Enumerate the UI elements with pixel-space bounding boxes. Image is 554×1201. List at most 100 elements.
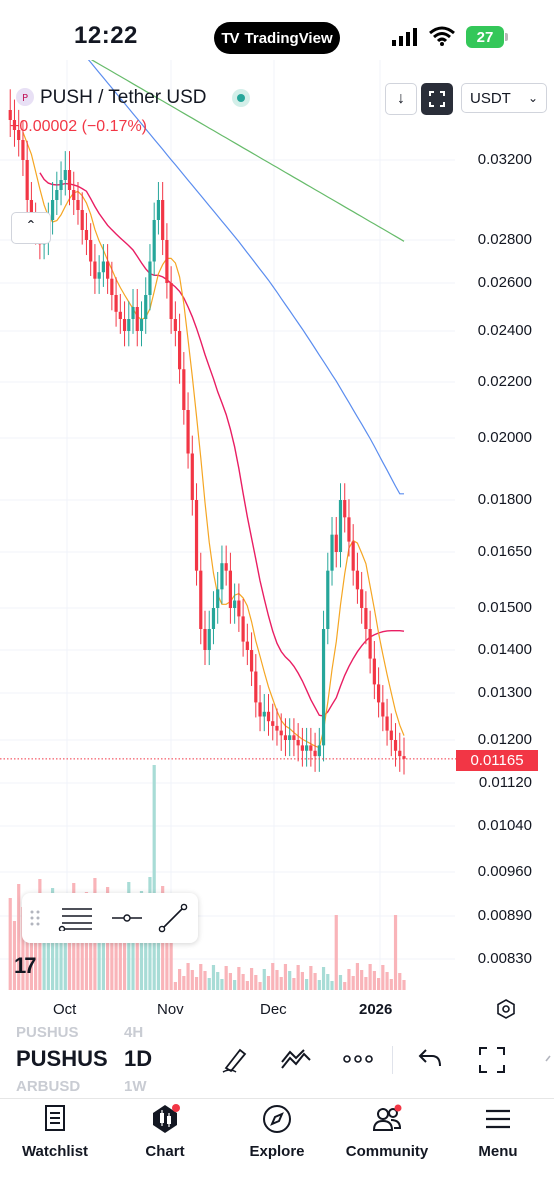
candle-body: [224, 563, 228, 571]
volume-bar: [34, 916, 38, 990]
candle-body: [59, 180, 63, 190]
volume-bar: [389, 979, 393, 990]
volume-bar: [398, 973, 402, 990]
candle-body: [55, 190, 59, 200]
candle-body: [389, 730, 393, 740]
candle-body: [385, 716, 389, 731]
y-tick-label: 0.01500: [477, 599, 532, 616]
svg-text:P: P: [22, 93, 28, 104]
volume-bar: [330, 981, 334, 990]
interval-picker[interactable]: 1D: [124, 1046, 153, 1071]
fullscreen-button[interactable]: [421, 83, 453, 115]
x-tick-dec: Dec: [260, 1001, 287, 1018]
volume-bar: [144, 914, 148, 990]
currency-value: USDT: [470, 89, 511, 107]
candle-body: [122, 319, 127, 331]
candle-body: [355, 570, 360, 590]
candle-body: [156, 200, 161, 220]
candles-icon: [153, 1104, 180, 1133]
volume-bar: [220, 979, 224, 990]
nav-community[interactable]: Community: [332, 1099, 442, 1160]
nav-explore[interactable]: Explore: [222, 1099, 332, 1160]
horizontal-lines-tool-icon[interactable]: [58, 905, 94, 931]
candle-body: [199, 570, 203, 629]
compass-icon: [263, 1105, 291, 1133]
trend-line-tool-icon[interactable]: [158, 903, 188, 933]
scroll-down-button[interactable]: ↓: [385, 83, 417, 115]
volume-bar: [296, 965, 300, 990]
candle-body: [313, 750, 317, 757]
volume-bar: [135, 928, 139, 990]
volume-bar: [63, 897, 67, 990]
candle-body: [347, 517, 351, 542]
candle-body: [207, 629, 211, 650]
candle-body: [8, 110, 12, 120]
fullscreen-toggle-icon[interactable]: [478, 1046, 506, 1074]
symbol-picker[interactable]: PUSHUS: [16, 1046, 108, 1071]
nav-chart[interactable]: Chart: [110, 1099, 220, 1160]
volume-bar: [21, 907, 25, 990]
volume-bar: [249, 968, 254, 990]
nav-label: Menu: [478, 1143, 518, 1160]
nav-watchlist[interactable]: Watchlist: [0, 1099, 110, 1160]
volume-bar: [279, 977, 283, 990]
undo-icon[interactable]: [416, 1046, 444, 1072]
candle-body: [330, 534, 334, 571]
volume-bar: [76, 906, 80, 990]
volume-bar: [55, 911, 59, 990]
app-badge-label: TradingView: [244, 29, 333, 47]
volume-bar: [258, 982, 262, 990]
candle-body: [93, 261, 97, 279]
volume-bar: [25, 930, 29, 990]
ghost-symbol-below: ARBUSD: [16, 1078, 81, 1095]
volume-bar: [97, 901, 101, 990]
volume-bar: [101, 924, 105, 990]
candle-body: [262, 711, 266, 717]
volume-bar: [211, 965, 216, 990]
candle-body: [144, 295, 148, 319]
drag-handle-icon[interactable]: [30, 910, 40, 926]
candle-body: [266, 711, 271, 722]
currency-select[interactable]: USDT ⌄: [461, 83, 547, 113]
y-tick-label: 0.02000: [477, 429, 532, 446]
price-chart[interactable]: [0, 60, 554, 1000]
candle-body: [203, 629, 207, 650]
volume-bar: [194, 977, 199, 990]
more-icon[interactable]: [343, 1052, 373, 1066]
drawing-toolbar: [22, 893, 198, 943]
y-tick-label: 0.02400: [477, 322, 532, 339]
volume-bar: [12, 921, 17, 990]
volume-bar: [186, 963, 190, 990]
tradingview-logo-icon: TV: [221, 29, 239, 47]
volume-bar: [8, 898, 12, 990]
chevron-down-icon: ⌄: [527, 91, 538, 105]
candle-body: [376, 684, 381, 703]
y-tick-label: 0.00960: [477, 863, 532, 880]
nav-menu[interactable]: Menu: [443, 1099, 553, 1160]
candle-body: [216, 589, 220, 608]
volume-bar: [207, 978, 211, 990]
nav-label: Chart: [145, 1143, 185, 1160]
candle-body: [338, 500, 343, 552]
candle-body: [139, 319, 144, 331]
volume-bar: [228, 973, 233, 990]
symbol-title[interactable]: PUSH / Tether USD: [40, 87, 207, 108]
candle-body: [114, 295, 118, 312]
y-tick-label: 0.02600: [477, 274, 532, 291]
candle-body: [381, 702, 385, 717]
chevron-right-icon[interactable]: [544, 1054, 554, 1068]
book-icon: [45, 1105, 65, 1131]
draw-brush-icon[interactable]: [220, 1044, 250, 1074]
indicators-icon[interactable]: [280, 1048, 312, 1072]
candle-body: [12, 120, 17, 130]
volume-bar: [283, 964, 288, 990]
horizontal-ray-tool-icon[interactable]: [112, 907, 142, 929]
ma-fast-line: [22, 131, 405, 749]
volume-bar: [173, 982, 177, 990]
candle-body: [165, 240, 169, 283]
candle-body: [288, 735, 292, 740]
collapse-legend-button[interactable]: ˆ: [11, 212, 51, 244]
chart-settings-icon[interactable]: [495, 998, 517, 1020]
nav-label: Watchlist: [21, 1143, 89, 1160]
symbol-logo-icon: P: [16, 88, 34, 106]
